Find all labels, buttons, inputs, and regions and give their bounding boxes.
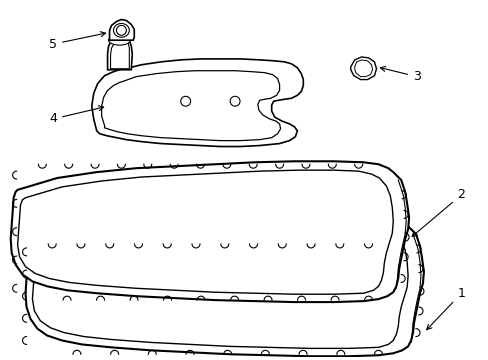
Text: 1: 1 <box>426 287 465 330</box>
Polygon shape <box>92 59 303 147</box>
Text: 3: 3 <box>380 67 420 83</box>
Text: 5: 5 <box>49 32 105 51</box>
Text: 4: 4 <box>49 106 103 125</box>
Polygon shape <box>18 170 392 294</box>
Ellipse shape <box>108 35 130 45</box>
Polygon shape <box>102 71 280 141</box>
Polygon shape <box>11 161 408 302</box>
Polygon shape <box>354 60 372 77</box>
Polygon shape <box>350 57 376 80</box>
Text: 2: 2 <box>411 188 465 237</box>
Polygon shape <box>25 215 423 356</box>
Polygon shape <box>107 35 132 70</box>
Polygon shape <box>32 224 407 348</box>
Polygon shape <box>110 39 129 69</box>
Polygon shape <box>109 19 134 40</box>
Ellipse shape <box>113 23 129 37</box>
